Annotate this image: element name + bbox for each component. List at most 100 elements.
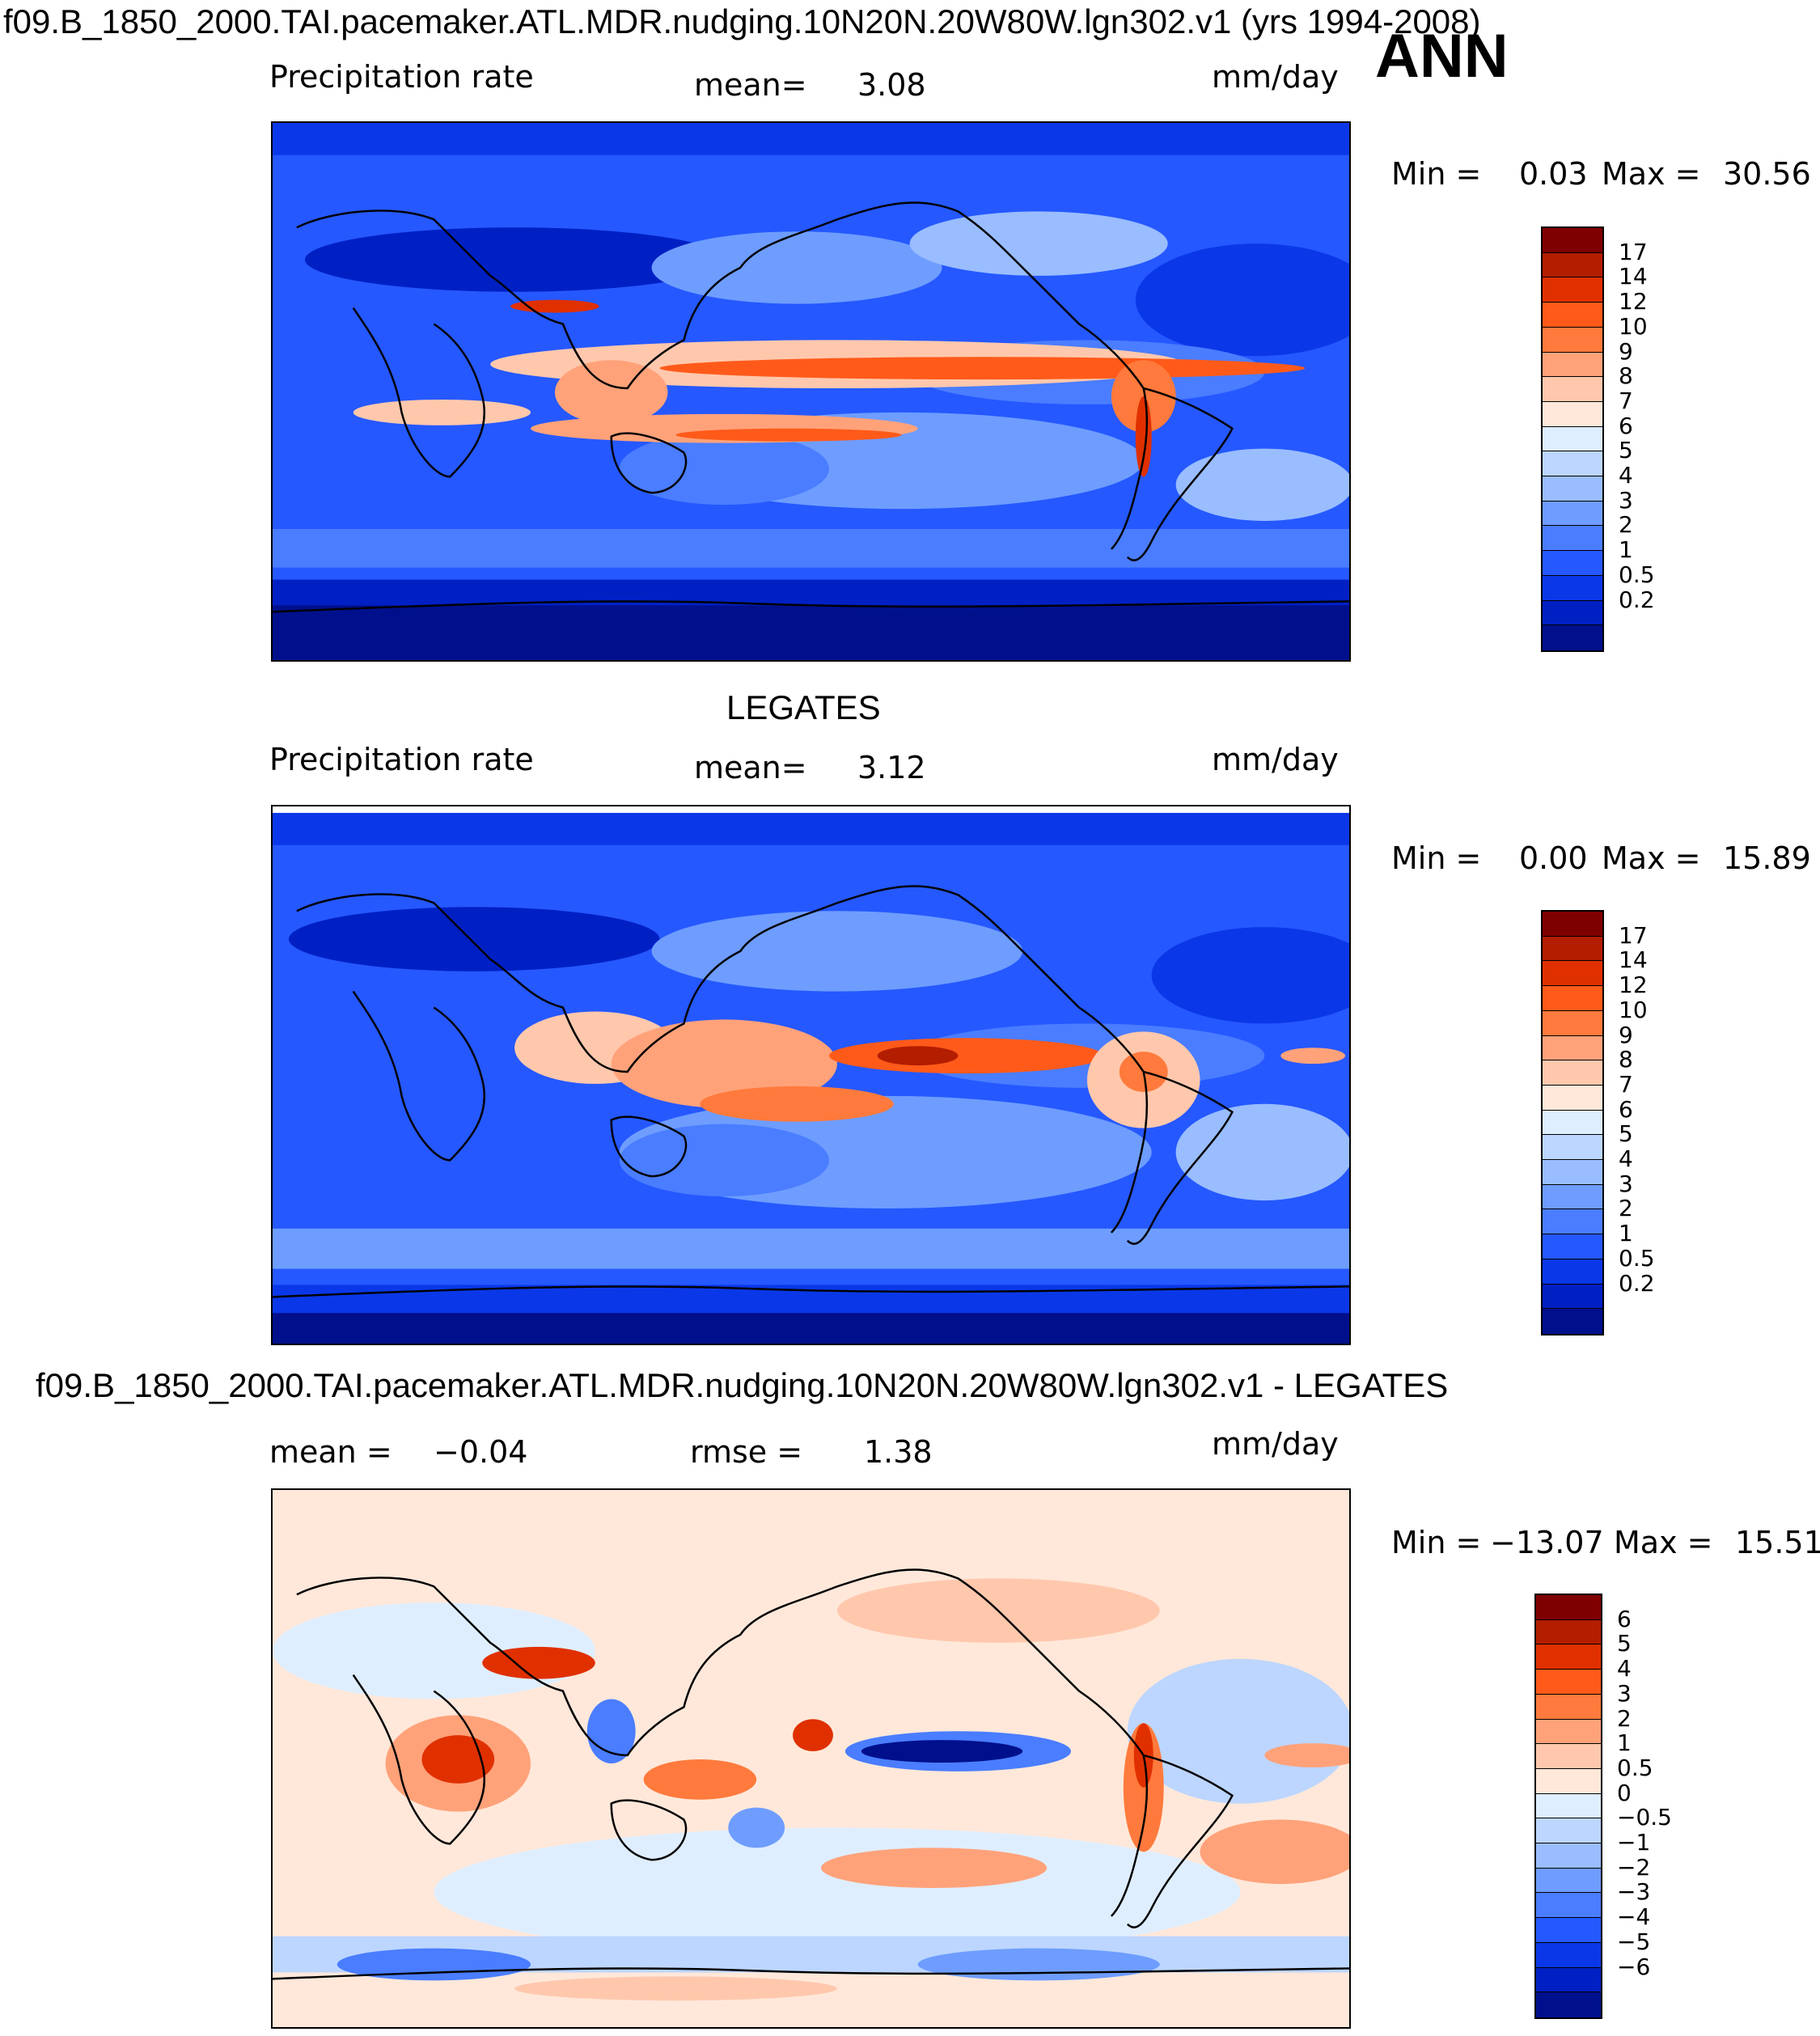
panel3-rmse-label: rmse = (690, 1434, 803, 1470)
colorbar-swatch (1536, 1918, 1601, 1943)
colorbar-tick-label: −0.5 (1617, 1804, 1672, 1831)
colorbar-swatch (1543, 426, 1602, 452)
colorbar-tick-label: 14 (1619, 946, 1648, 974)
colorbar-tick-label: 2 (1619, 511, 1633, 539)
colorbar-tick-label: 2 (1619, 1195, 1633, 1222)
colorbar-tick-label: 17 (1619, 238, 1648, 265)
colorbar-swatch (1543, 1110, 1602, 1136)
colorbar-swatch (1536, 1744, 1601, 1769)
colorbar-tick-label: 0.5 (1619, 561, 1655, 588)
panel2-mean-value: 3.12 (857, 750, 926, 785)
colorbar-tick-label: 8 (1619, 1046, 1633, 1073)
colorbar-tick-label: 9 (1619, 337, 1633, 365)
figure-title: f09.B_1850_2000.TAI.pacemaker.ATL.MDR.nu… (3, 2, 1481, 40)
colorbar-swatch (1543, 1234, 1602, 1259)
colorbar-swatch (1543, 1284, 1602, 1310)
colorbar-tick-label: 4 (1619, 462, 1633, 489)
colorbar-tick-label: 3 (1619, 1170, 1633, 1197)
panel1-max-label: Max = (1602, 156, 1701, 192)
panel2-max-value: 15.89 (1723, 840, 1811, 876)
colorbar-swatch (1536, 1595, 1601, 1620)
colorbar-swatch (1536, 1942, 1601, 1968)
colorbar-swatch (1543, 401, 1602, 427)
colorbar-swatch (1543, 986, 1602, 1011)
colorbar-swatch (1543, 1309, 1602, 1334)
panel3-units: mm/day (1212, 1426, 1339, 1462)
season-label: ANN (1375, 22, 1509, 91)
panel2-max-label: Max = (1602, 840, 1701, 876)
colorbar-tick-label: 7 (1619, 1070, 1633, 1098)
colorbar-swatch (1536, 1992, 1601, 2017)
panel2-colorbar (1541, 910, 1604, 1335)
colorbar-tick-label: 8 (1619, 362, 1633, 390)
panel1-mean-label: mean= (694, 67, 807, 103)
panel2-variable-label: Precipitation rate (269, 742, 534, 777)
colorbar-tick-label: 14 (1619, 263, 1648, 290)
panel2-heading: LEGATES (726, 688, 881, 726)
colorbar-tick-label: 1 (1617, 1729, 1632, 1757)
colorbar-swatch (1543, 1085, 1602, 1111)
colorbar-tick-label: 6 (1619, 1095, 1633, 1123)
colorbar-swatch (1543, 476, 1602, 502)
panel1-variable-label: Precipitation rate (269, 59, 534, 95)
colorbar-swatch (1543, 1184, 1602, 1210)
panel3-mean-value: −0.04 (434, 1434, 528, 1470)
colorbar-swatch (1543, 912, 1602, 937)
colorbar-swatch (1543, 252, 1602, 278)
colorbar-swatch (1543, 600, 1602, 626)
colorbar-tick-label: 0.5 (1619, 1244, 1655, 1272)
colorbar-tick-label: 0.2 (1619, 1269, 1655, 1297)
panel3-rmse-value: 1.38 (864, 1434, 933, 1470)
colorbar-swatch (1543, 1035, 1602, 1061)
colorbar-swatch (1543, 451, 1602, 477)
colorbar-swatch (1543, 303, 1602, 328)
colorbar-tick-label: 2 (1617, 1704, 1632, 1732)
colorbar-tick-label: 10 (1619, 996, 1648, 1023)
colorbar-swatch (1536, 1619, 1601, 1645)
colorbar-tick-label: 1 (1619, 536, 1633, 564)
colorbar-swatch (1536, 1719, 1601, 1745)
colorbar-tick-label: −1 (1617, 1829, 1651, 1856)
colorbar-tick-label: −5 (1617, 1928, 1651, 1955)
colorbar-swatch (1543, 1010, 1602, 1036)
panel3-map-svg (273, 1490, 1349, 2027)
colorbar-swatch (1543, 228, 1602, 253)
panel1-max-value: 30.56 (1723, 156, 1811, 192)
panel1-map-svg (273, 123, 1349, 660)
colorbar-tick-label: 10 (1619, 312, 1648, 340)
colorbar-tick-label: 5 (1619, 1120, 1633, 1148)
colorbar-tick-label: 3 (1619, 486, 1633, 514)
panel3-colorbar (1534, 1594, 1602, 2019)
colorbar-swatch (1543, 625, 1602, 650)
colorbar-swatch (1543, 352, 1602, 378)
colorbar-swatch (1543, 575, 1602, 601)
panel3-mean-label: mean = (269, 1434, 392, 1470)
panel3-max-value: 15.51 (1735, 1525, 1820, 1560)
panel1-map (271, 121, 1351, 662)
colorbar-tick-label: −2 (1617, 1853, 1651, 1881)
colorbar-swatch (1536, 1818, 1601, 1844)
colorbar-swatch (1543, 526, 1602, 552)
panel3-heading: f09.B_1850_2000.TAI.pacemaker.ATL.MDR.nu… (36, 1366, 1449, 1404)
colorbar-swatch (1543, 1135, 1602, 1161)
colorbar-tick-label: 0.2 (1619, 586, 1655, 613)
panel2-map (271, 805, 1351, 1345)
colorbar-swatch (1543, 377, 1602, 402)
colorbar-swatch (1543, 1060, 1602, 1086)
colorbar-tick-label: 3 (1617, 1679, 1632, 1707)
colorbar-swatch (1536, 1868, 1601, 1894)
panel1-units: mm/day (1212, 59, 1339, 95)
colorbar-swatch (1536, 1967, 1601, 1993)
colorbar-swatch (1536, 1694, 1601, 1720)
colorbar-swatch (1543, 551, 1602, 576)
colorbar-tick-label: −6 (1617, 1953, 1651, 1980)
colorbar-swatch (1543, 501, 1602, 527)
colorbar-swatch (1536, 1843, 1601, 1869)
colorbar-tick-label: −3 (1617, 1878, 1651, 1906)
colorbar-tick-label: 1 (1619, 1220, 1633, 1247)
colorbar-swatch (1543, 1160, 1602, 1185)
colorbar-tick-label: 6 (1617, 1605, 1632, 1632)
colorbar-tick-label: 0 (1617, 1779, 1632, 1806)
colorbar-swatch (1536, 1793, 1601, 1819)
